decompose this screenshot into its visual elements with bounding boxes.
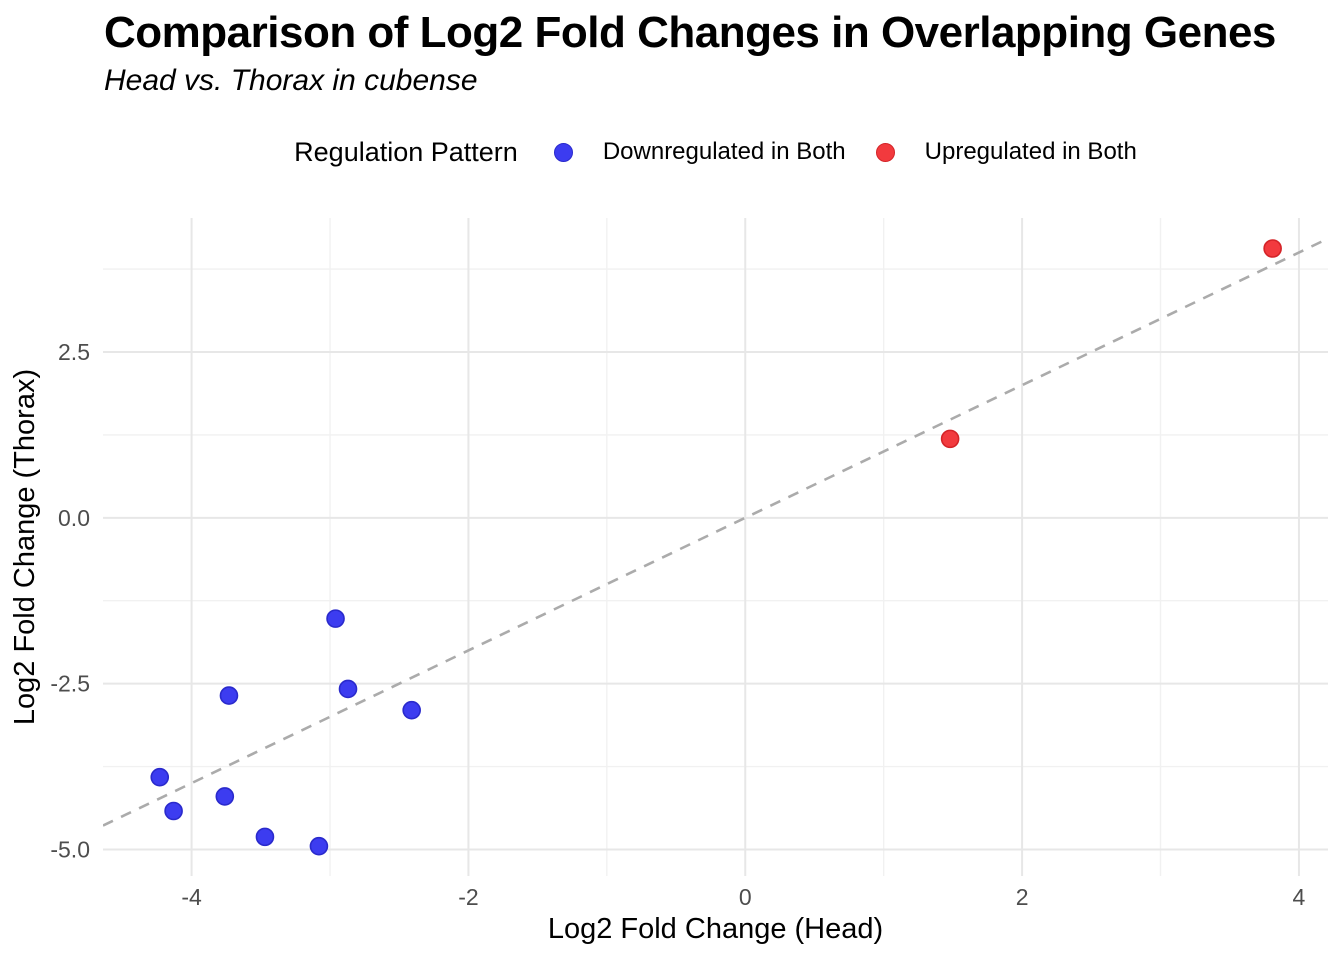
y-tick-label: -2.5 [50, 671, 90, 697]
identity-reference-line [103, 237, 1328, 827]
data-point [940, 429, 960, 449]
data-point [326, 609, 345, 628]
data-point [150, 767, 170, 787]
x-tick-label: 2 [1016, 884, 1029, 910]
legend-label-downregulated: Downregulated in Both [602, 138, 846, 165]
data-point [219, 686, 239, 705]
y-axis-title: Log2 Fold Change (Thorax) [9, 369, 41, 725]
legend: Regulation Pattern Downregulated in Both… [103, 130, 1328, 174]
upregulated-dot-icon [875, 142, 895, 162]
x-axis-title: Log2 Fold Change (Head) [548, 913, 883, 945]
y-tick-label: 0.0 [58, 505, 90, 531]
y-tick-label: 2.5 [58, 339, 90, 365]
legend-item-downregulated: Downregulated in Both [553, 138, 846, 166]
data-point [164, 801, 183, 821]
x-tick-label: 0 [739, 884, 752, 910]
x-tick-label: -2 [458, 884, 478, 910]
data-point [309, 836, 329, 856]
data-point [338, 679, 358, 699]
chart-title: Comparison of Log2 Fold Changes in Overl… [104, 8, 1276, 57]
downregulated-dot-icon [553, 142, 573, 162]
data-point [1263, 239, 1282, 258]
legend-label-upregulated: Upregulated in Both [924, 138, 1137, 165]
data-point [402, 700, 421, 720]
legend-item-upregulated: Upregulated in Both [875, 138, 1137, 166]
x-tick-label: -4 [181, 884, 202, 910]
data-point [255, 827, 275, 847]
data-point [215, 787, 235, 806]
legend-title: Regulation Pattern [294, 136, 518, 167]
chart-subtitle: Head vs. Thorax in cubense [104, 64, 478, 97]
y-tick-label: -5.0 [50, 836, 90, 862]
x-tick-label: 4 [1293, 884, 1306, 910]
